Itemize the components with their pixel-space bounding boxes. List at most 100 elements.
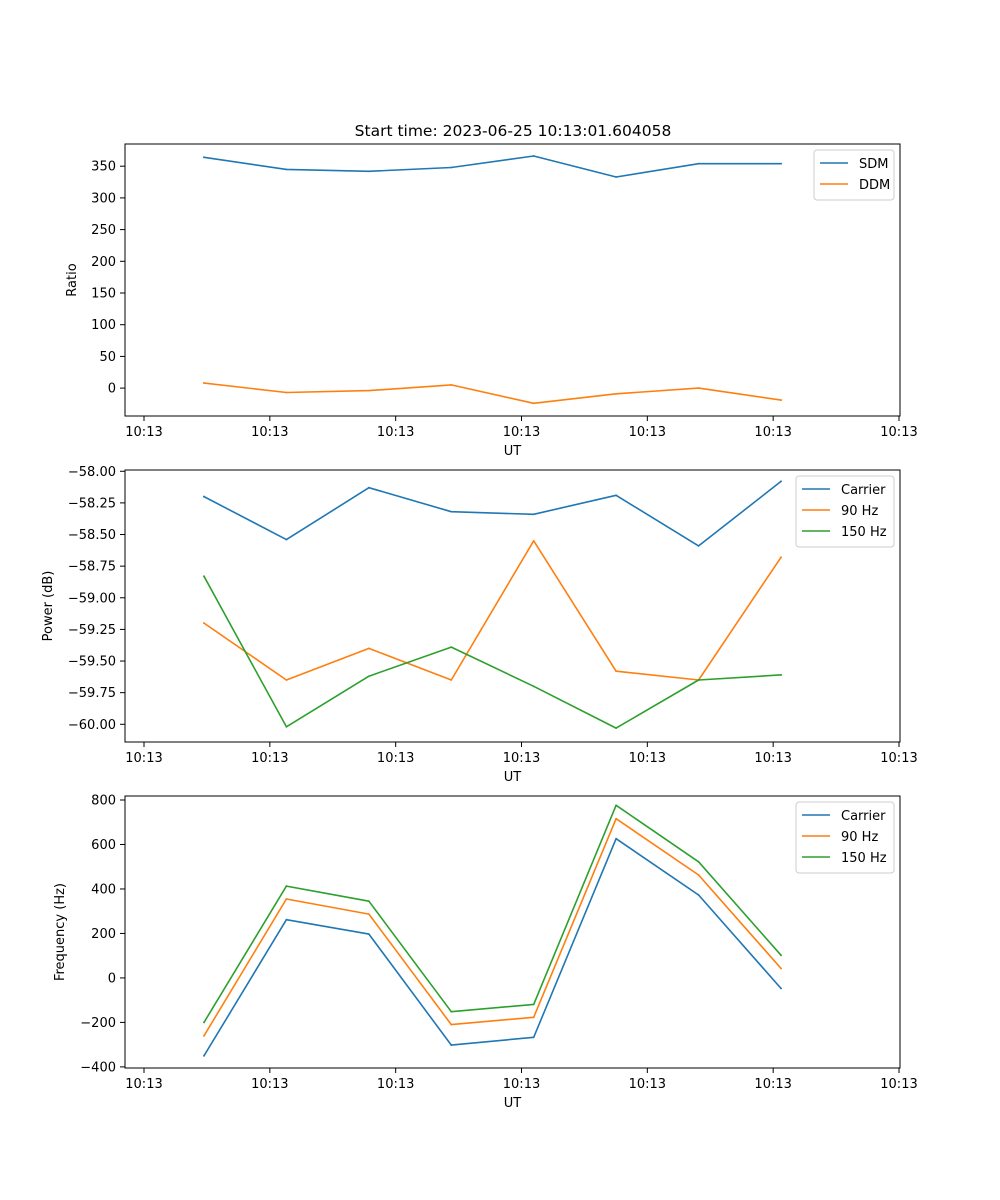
data-point: [285, 538, 288, 541]
x-tick-label: 10:13: [629, 751, 666, 766]
series-line-90-hz: [202, 817, 783, 1037]
data-point: [450, 1044, 453, 1046]
data-point: [615, 837, 618, 840]
x-tick-label: 10:13: [880, 425, 917, 440]
data-point: [532, 1016, 535, 1019]
data-point: [532, 402, 535, 405]
y-tick-label: 100: [91, 318, 116, 333]
legend-box: [795, 801, 895, 874]
data-point: [532, 1003, 535, 1006]
y-tick-label: −58.25: [68, 496, 116, 511]
x-tick-label: 10:13: [251, 425, 288, 440]
data-point: [780, 987, 782, 990]
legend-entry: DDM: [859, 178, 890, 193]
y-tick-label: −58.50: [68, 528, 116, 543]
y-tick-label: 300: [91, 191, 116, 206]
x-tick-label: 10:13: [629, 1077, 666, 1092]
legend-box: [795, 475, 895, 548]
panel-1: 10:1310:1310:1310:1310:1310:1310:1310:14…: [65, 143, 918, 459]
x-axis-label: UT: [504, 444, 522, 459]
x-tick-label: 10:13: [377, 751, 414, 766]
data-point: [450, 646, 453, 649]
legend: Carrier 90 Hz 150 Hz: [795, 801, 895, 874]
data-point: [367, 486, 370, 489]
data-point: [697, 679, 700, 681]
data-point: [367, 913, 370, 915]
data-point: [450, 679, 453, 681]
data-point: [285, 679, 288, 681]
data-point: [780, 674, 782, 676]
legend-entry: Carrier: [841, 809, 886, 824]
y-tick-label: 400: [91, 882, 116, 897]
data-point: [367, 389, 370, 392]
data-point: [450, 384, 453, 386]
data-point: [285, 918, 288, 921]
data-point: [780, 480, 782, 483]
legend: Carrier 90 Hz 150 Hz: [795, 475, 895, 548]
y-tick-label: −59.00: [68, 591, 116, 606]
data-point: [203, 1054, 205, 1057]
data-point: [780, 162, 782, 165]
data-point: [203, 622, 205, 624]
axes-frame: [124, 469, 901, 743]
x-tick-label: 10:13: [503, 425, 540, 440]
data-point: [203, 382, 205, 384]
x-axis-label: UT: [504, 1096, 522, 1111]
series-line-90-hz: [202, 539, 783, 681]
y-tick-label: 150: [91, 286, 116, 301]
data-point: [450, 166, 453, 169]
panel-3: 10:1310:1310:1310:1310:1310:1310:1310:14…: [53, 794, 918, 1111]
data-point: [615, 817, 618, 820]
data-point: [615, 670, 618, 673]
data-point: [697, 860, 700, 863]
data-point: [615, 804, 618, 807]
y-tick-label: 200: [91, 927, 116, 942]
data-point: [367, 900, 370, 903]
x-tick-label: 10:13: [503, 751, 540, 766]
panel-2: 10:1310:1310:1310:1310:1310:1310:1310:14…: [41, 465, 918, 785]
data-point: [450, 510, 453, 513]
axes-frame: [124, 795, 901, 1069]
data-point: [532, 685, 535, 688]
chart-title: Start time: 2023-06-25 10:13:01.604058: [355, 122, 672, 140]
legend-entry: SDM: [859, 157, 888, 172]
legend-entry: Carrier: [841, 483, 886, 498]
data-point: [615, 392, 618, 395]
data-point: [780, 967, 782, 970]
y-axis-label: Power (dB): [41, 571, 56, 642]
y-tick-label: 200: [91, 255, 116, 270]
data-point: [780, 556, 782, 559]
data-point: [203, 156, 205, 159]
y-tick-label: 600: [91, 838, 116, 853]
series-line-150-hz: [202, 804, 783, 1024]
y-tick-label: 0: [108, 971, 116, 986]
legend-entry: 90 Hz: [841, 830, 878, 845]
x-tick-label: 10:13: [125, 1077, 162, 1092]
x-tick-label: 10:13: [880, 1077, 917, 1092]
series-line-ddm: [203, 382, 782, 405]
y-tick-label: 50: [99, 350, 116, 365]
x-tick-label: 10:13: [754, 425, 791, 440]
x-tick-label: 10:13: [377, 1077, 414, 1092]
data-point: [203, 1021, 205, 1024]
legend-entry: 150 Hz: [841, 851, 887, 866]
data-point: [285, 168, 288, 171]
axes-frame: [124, 143, 901, 417]
y-tick-label: 0: [108, 382, 116, 397]
x-tick-label: 10:13: [754, 1077, 791, 1092]
x-tick-label: 10:13: [125, 425, 162, 440]
data-point: [203, 575, 205, 578]
x-tick-label: 10:13: [125, 751, 162, 766]
data-point: [367, 933, 370, 936]
data-point: [697, 894, 700, 896]
y-tick-label: −59.25: [68, 623, 116, 638]
y-axis-label: Frequency (Hz): [53, 883, 68, 981]
data-point: [367, 675, 370, 678]
data-point: [532, 1036, 535, 1039]
y-tick-label: −59.50: [68, 655, 116, 670]
x-tick-label: 10:13: [629, 425, 666, 440]
y-tick-label: −58.00: [68, 465, 116, 480]
y-tick-label: −400: [80, 1060, 116, 1075]
x-tick-label: 10:13: [251, 1077, 288, 1092]
